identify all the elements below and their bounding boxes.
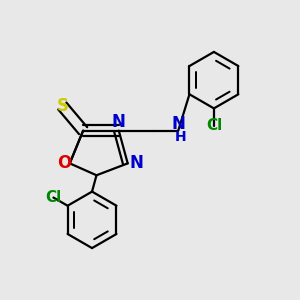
Text: S: S (56, 97, 68, 115)
Text: N: N (171, 115, 185, 133)
Text: N: N (112, 113, 126, 131)
Text: Cl: Cl (45, 190, 62, 205)
Text: O: O (57, 154, 71, 172)
Text: H: H (175, 130, 186, 144)
Text: N: N (129, 154, 143, 172)
Text: Cl: Cl (206, 118, 222, 133)
